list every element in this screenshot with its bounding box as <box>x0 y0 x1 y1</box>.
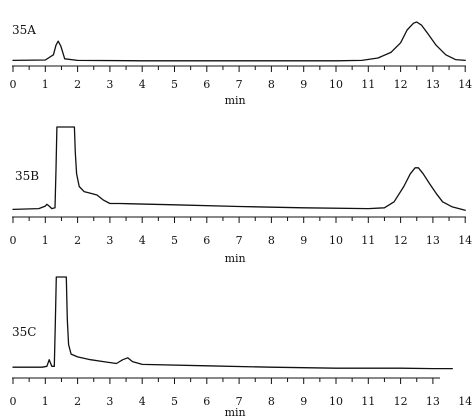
x-tick-label: 7 <box>236 78 243 91</box>
x-tick-label: 1 <box>42 78 49 91</box>
x-tick-label: 3 <box>106 234 113 247</box>
x-axis-title: min <box>225 406 246 418</box>
chromatogram-trace <box>13 127 465 210</box>
x-tick-label: 6 <box>203 234 210 247</box>
x-tick-label: 0 <box>10 78 17 91</box>
x-tick-label: 10 <box>329 395 343 408</box>
x-tick-label: 9 <box>300 78 307 91</box>
x-tick-label: 13 <box>426 78 440 91</box>
x-tick-label: 5 <box>171 395 178 408</box>
x-tick-label: 12 <box>394 78 408 91</box>
x-tick-label: 10 <box>329 78 343 91</box>
x-tick-label: 11 <box>361 395 375 408</box>
x-tick-label: 8 <box>268 78 275 91</box>
x-tick-label: 12 <box>394 234 408 247</box>
x-tick-label: 0 <box>10 395 17 408</box>
x-tick-label: 9 <box>300 234 307 247</box>
chromatogram-trace <box>13 22 465 61</box>
x-tick-label: 14 <box>458 78 472 91</box>
x-tick-label: 2 <box>74 78 81 91</box>
x-tick-label: 6 <box>203 78 210 91</box>
x-tick-label: 1 <box>42 234 49 247</box>
x-tick-label: 1 <box>42 395 49 408</box>
x-tick-label: 2 <box>74 395 81 408</box>
x-tick-label: 0 <box>10 234 17 247</box>
panel-label: 35B <box>15 169 39 183</box>
x-tick-label: 11 <box>361 234 375 247</box>
x-tick-label: 3 <box>106 395 113 408</box>
x-axis-title: min <box>225 94 246 107</box>
x-tick-label: 2 <box>74 234 81 247</box>
x-tick-label: 14 <box>458 395 472 408</box>
x-tick-label: 4 <box>139 234 146 247</box>
x-tick-label: 14 <box>458 234 472 247</box>
x-tick-label: 13 <box>426 234 440 247</box>
x-tick-label: 13 <box>426 395 440 408</box>
x-tick-label: 12 <box>394 395 408 408</box>
x-tick-label: 5 <box>171 78 178 91</box>
x-tick-label: 11 <box>361 78 375 91</box>
x-tick-label: 3 <box>106 78 113 91</box>
x-tick-label: 10 <box>329 234 343 247</box>
x-tick-label: 8 <box>268 234 275 247</box>
x-tick-label: 5 <box>171 234 178 247</box>
x-tick-label: 6 <box>203 395 210 408</box>
x-tick-label: 4 <box>139 395 146 408</box>
x-tick-label: 9 <box>300 395 307 408</box>
x-tick-label: 8 <box>268 395 275 408</box>
panel-label: 35A <box>12 23 36 37</box>
x-axis-title: min <box>225 252 246 265</box>
x-tick-label: 7 <box>236 234 243 247</box>
panel-label: 35C <box>12 325 36 339</box>
chromatogram-trace <box>13 277 452 369</box>
x-tick-label: 4 <box>139 78 146 91</box>
